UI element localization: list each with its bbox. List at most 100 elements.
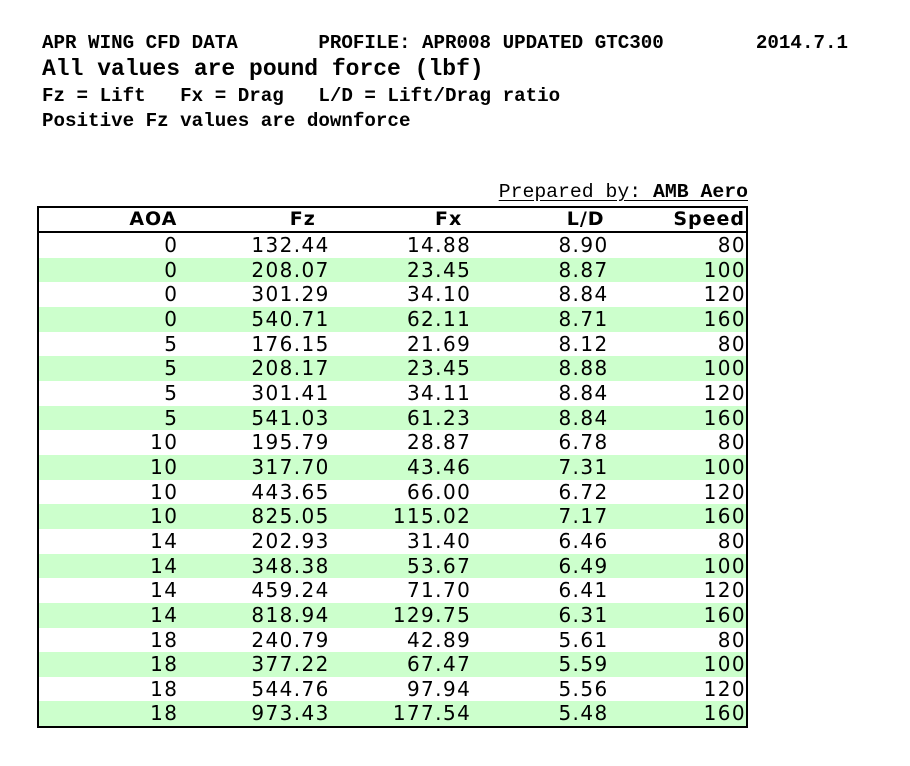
col-header-l-d: L/D xyxy=(471,207,609,233)
table-cell: 100 xyxy=(608,257,747,283)
table-cell: 8.84 xyxy=(558,380,609,405)
table-cell: 31.40 xyxy=(406,528,472,553)
table-row: 0 132.44 14.88 8.90 80 xyxy=(38,232,747,258)
table-cell: 160 xyxy=(608,602,747,628)
prepared-by: Prepared by: AMB Aero xyxy=(498,181,748,203)
table-cell: 6.41 xyxy=(558,578,609,603)
table-cell: 5 xyxy=(164,380,179,405)
table-cell: 80 xyxy=(717,331,746,356)
table-cell: 160 xyxy=(608,504,747,529)
table-cell: 160 xyxy=(608,405,747,431)
table-cell: 100 xyxy=(608,553,747,579)
table-cell: 7.31 xyxy=(471,454,609,480)
table-row: 14 459.24 71.70 6.41 120 xyxy=(38,578,747,603)
table-cell: 80 xyxy=(717,627,746,652)
table-cell: 10 xyxy=(150,430,179,455)
table-cell: 5 xyxy=(164,331,179,356)
table-cell: 115.02 xyxy=(329,504,472,529)
table-cell: 0 xyxy=(164,282,179,307)
table-cell: 5.48 xyxy=(471,701,609,728)
table-cell: 23.45 xyxy=(329,356,472,381)
table-row: 18 240.79 42.89 5.61 80 xyxy=(38,628,747,653)
table-cell: 6.46 xyxy=(558,528,609,553)
table-row: 0 540.71 62.11 8.71 160 xyxy=(38,306,747,332)
table-row: 10 317.70 43.46 7.31 100 xyxy=(38,454,747,480)
table-cell: 23.45 xyxy=(329,257,472,283)
table-row: 14 818.94 129.75 6.31 160 xyxy=(38,602,747,628)
table-cell: 240.79 xyxy=(251,627,330,652)
table-cell: 0 xyxy=(164,233,179,257)
prepared-by-label: Prepared by: xyxy=(498,181,654,203)
table-cell: 541.03 xyxy=(178,405,330,431)
table-cell: 8.71 xyxy=(471,306,609,332)
table-row: 14 348.38 53.67 6.49 100 xyxy=(38,553,747,579)
table-cell: 18 xyxy=(150,676,179,701)
table-cell: 66.00 xyxy=(406,479,472,504)
legend-line: Fz = Lift Fx = Drag L/D = Lift/Drag rati… xyxy=(42,85,561,107)
table-cell: 28.87 xyxy=(406,430,472,455)
col-header-fx: Fx xyxy=(329,207,472,233)
table-cell: 18 xyxy=(38,652,179,677)
table-cell: 132.44 xyxy=(251,233,330,257)
table-cell: 301.41 xyxy=(251,380,330,405)
table-row: 18 544.76 97.94 5.56 120 xyxy=(38,677,747,702)
table-row: 10 195.79 28.87 6.78 80 xyxy=(38,430,747,455)
table-cell: 14.88 xyxy=(406,233,472,257)
table-cell: 825.05 xyxy=(178,504,330,529)
table-cell: 18 xyxy=(150,627,179,652)
table-cell: 8.88 xyxy=(471,356,609,381)
table-cell: 5.61 xyxy=(558,627,609,652)
table-cell: 202.93 xyxy=(251,528,330,553)
table-cell: 8.84 xyxy=(471,405,609,431)
table-cell: 8.87 xyxy=(471,257,609,283)
table-cell: 129.75 xyxy=(329,602,472,628)
col-header-aoa: AOA xyxy=(38,207,179,233)
downforce-note: Positive Fz values are downforce xyxy=(42,110,411,132)
table-cell: 53.67 xyxy=(329,553,472,579)
table-row: 14 202.93 31.40 6.46 80 xyxy=(38,529,747,554)
table-cell: 195.79 xyxy=(251,430,330,455)
table-row: 5 541.03 61.23 8.84 160 xyxy=(38,405,747,431)
table-cell: 97.94 xyxy=(406,676,472,701)
table-cell: 301.29 xyxy=(251,282,330,307)
table-cell: 0 xyxy=(38,306,179,332)
table-cell: 14 xyxy=(150,578,179,603)
table-cell: 21.69 xyxy=(406,331,472,356)
table-cell: 540.71 xyxy=(178,306,330,332)
table-cell: 62.11 xyxy=(329,306,472,332)
table-cell: 120 xyxy=(703,282,746,307)
table-cell: 100 xyxy=(608,356,747,381)
table-cell: 10 xyxy=(38,504,179,529)
table-row: 18 377.22 67.47 5.59 100 xyxy=(38,652,747,677)
table-cell: 100 xyxy=(608,652,747,677)
table-cell: 61.23 xyxy=(329,405,472,431)
units-note: All values are pound force (lbf) xyxy=(42,56,484,82)
table-cell: 317.70 xyxy=(178,454,330,480)
table-cell: 34.10 xyxy=(406,282,472,307)
table-cell: 377.22 xyxy=(178,652,330,677)
table-cell: 8.90 xyxy=(558,233,609,257)
table-cell: 120 xyxy=(703,380,746,405)
table-cell: 818.94 xyxy=(178,602,330,628)
table-cell: 459.24 xyxy=(251,578,330,603)
table-cell: 348.38 xyxy=(178,553,330,579)
table-cell: 160 xyxy=(608,306,747,332)
table-cell: 7.17 xyxy=(471,504,609,529)
table-row: 10 825.05 115.02 7.17 160 xyxy=(38,504,747,529)
table-cell: 544.76 xyxy=(251,676,330,701)
table-cell: 6.78 xyxy=(558,430,609,455)
table-header-row: AOA Fz Fx L/D Speed xyxy=(38,207,747,233)
doc-title-line: APR WING CFD DATA PROFILE: APR008 UPDATE… xyxy=(42,32,849,54)
table-cell: 80 xyxy=(717,233,746,257)
table-cell: 0 xyxy=(38,257,179,283)
table-row: 5 176.15 21.69 8.12 80 xyxy=(38,332,747,357)
col-header-speed: Speed xyxy=(608,207,747,233)
table-row: 5 208.17 23.45 8.88 100 xyxy=(38,356,747,381)
table-cell: 10 xyxy=(150,479,179,504)
prepared-by-value: AMB Aero xyxy=(653,181,748,203)
table-row: 10 443.65 66.00 6.72 120 xyxy=(38,480,747,505)
table-cell: 208.07 xyxy=(178,257,330,283)
table-cell: 6.72 xyxy=(558,479,609,504)
table-cell: 120 xyxy=(703,676,746,701)
